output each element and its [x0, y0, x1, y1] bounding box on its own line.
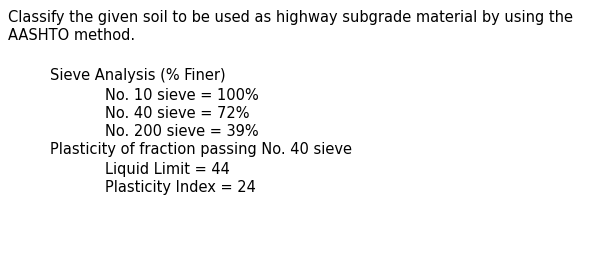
Text: No. 40 sieve = 72%: No. 40 sieve = 72% [105, 106, 249, 121]
Text: No. 10 sieve = 100%: No. 10 sieve = 100% [105, 88, 259, 103]
Text: Liquid Limit = 44: Liquid Limit = 44 [105, 162, 230, 177]
Text: Plasticity of fraction passing No. 40 sieve: Plasticity of fraction passing No. 40 si… [50, 142, 352, 157]
Text: AASHTO method.: AASHTO method. [8, 28, 135, 43]
Text: Classify the given soil to be used as highway subgrade material by using the: Classify the given soil to be used as hi… [8, 10, 573, 25]
Text: Sieve Analysis (% Finer): Sieve Analysis (% Finer) [50, 68, 226, 83]
Text: No. 200 sieve = 39%: No. 200 sieve = 39% [105, 124, 258, 139]
Text: Plasticity Index = 24: Plasticity Index = 24 [105, 180, 256, 195]
